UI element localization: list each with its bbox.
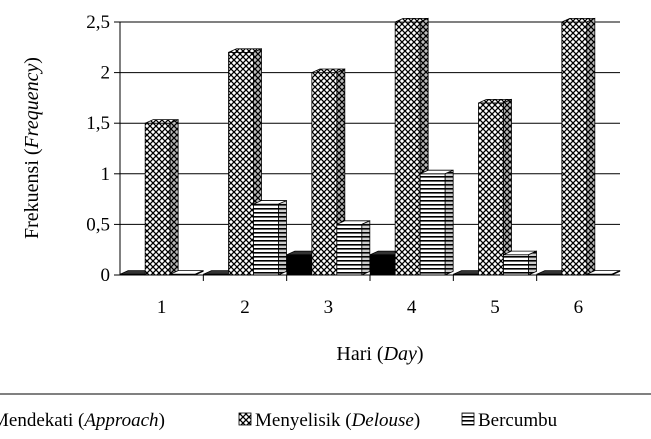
legend-label: Bercumbu — [478, 410, 558, 431]
bar-front — [311, 72, 338, 276]
bar — [478, 98, 512, 276]
y-tick-label: 0 — [101, 265, 111, 286]
bar-front — [561, 21, 588, 276]
legend-label: Menyelisik (Delouse) — [255, 410, 420, 431]
legend-label: Mendekati (Approach) — [0, 410, 165, 431]
bar — [144, 118, 179, 276]
bar-front — [503, 254, 529, 276]
x-tick-label: 6 — [574, 297, 584, 318]
bars — [119, 17, 621, 276]
x-tick-label: 5 — [490, 297, 500, 318]
bar-front — [478, 102, 504, 276]
y-tick-label: 2 — [101, 63, 111, 84]
bar — [561, 17, 596, 276]
tick-labels: 0 0,5 1 1,5 2 2,5 1 2 3 4 5 6 — [86, 12, 583, 318]
bar — [394, 17, 429, 276]
bar — [419, 169, 454, 276]
x-axis-title: Hari (Day) — [336, 343, 423, 365]
y-axis-title: Frekuensi (Frequency) — [21, 57, 43, 239]
x-tick-label: 1 — [157, 297, 167, 318]
bar-side — [528, 250, 537, 276]
y-tick-label: 1,5 — [86, 113, 110, 134]
bar — [336, 220, 371, 276]
bar-front — [419, 173, 446, 276]
bar-side — [278, 199, 287, 276]
y-tick-label: 1 — [101, 164, 111, 185]
bar-side — [361, 220, 371, 276]
legend-swatch — [238, 412, 252, 426]
bar-side — [444, 169, 454, 276]
legend-swatch — [461, 412, 475, 426]
bar-front — [144, 122, 171, 276]
axes — [114, 21, 620, 281]
y-tick-label: 0,5 — [86, 214, 110, 235]
bar-front — [228, 51, 254, 276]
bar-side — [169, 118, 179, 276]
grid-lines — [120, 21, 620, 225]
x-tick-label: 2 — [240, 297, 250, 318]
bar-front — [369, 254, 396, 276]
bar — [503, 250, 537, 276]
y-tick-label: 2,5 — [86, 12, 110, 33]
bar — [253, 199, 287, 276]
x-tick-label: 4 — [407, 297, 417, 318]
bar-side — [503, 98, 512, 276]
bar-front — [336, 223, 363, 276]
bar-front — [394, 21, 421, 276]
x-tick-label: 3 — [324, 297, 334, 318]
bar-front — [286, 254, 313, 276]
bar-front — [253, 203, 279, 276]
bar-side — [586, 17, 596, 276]
legend: Mendekati (Approach) Menyelisik (Delouse)… — [0, 410, 558, 431]
